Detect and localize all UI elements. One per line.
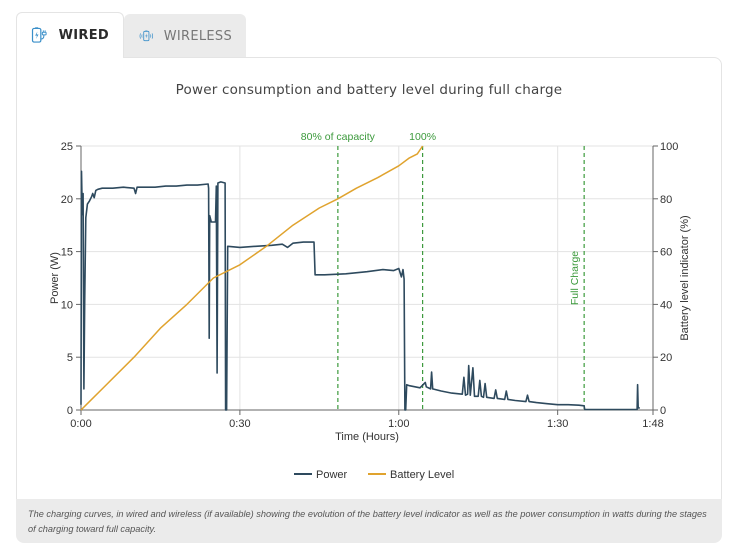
y-right-tick-label: 80 xyxy=(660,194,672,206)
y-left-tick-label: 5 xyxy=(67,352,73,364)
y-right-tick-label: 40 xyxy=(660,299,672,311)
x-tick-label: 1:30 xyxy=(547,418,568,430)
tab-wireless-label: WIRELESS xyxy=(163,28,232,44)
x-tick-label: 0:00 xyxy=(70,418,91,430)
y-right-tick-label: 0 xyxy=(660,405,666,417)
y-left-tick-label: 25 xyxy=(61,141,73,153)
y-left-tick-label: 0 xyxy=(67,405,73,417)
x-axis-label: Time (Hours) xyxy=(335,431,399,443)
y-left-tick-label: 15 xyxy=(61,247,73,259)
y-right-axis-label: Battery level indicator (%) xyxy=(679,215,691,340)
annotation-label: Full Charge xyxy=(569,251,581,305)
tab-bar: WIRED WIRELESS xyxy=(16,12,246,58)
x-tick-label: 0:30 xyxy=(229,418,250,430)
battery-level-line xyxy=(80,145,424,411)
annotation-label: 100% xyxy=(409,131,436,143)
x-tick-label: 1:48 xyxy=(642,418,663,430)
chart-svg: 0 5 10 15 20 25 0 20 40 60 80 100 0:00 0:30 1:00 1:30 1:… xyxy=(49,131,691,481)
legend-item-power-label: Power xyxy=(316,469,348,481)
y-left-axis-label: Power (W) xyxy=(49,252,61,304)
y-left-tick-label: 10 xyxy=(61,299,73,311)
y-right-tick-label: 100 xyxy=(660,141,678,153)
battery-plug-icon xyxy=(31,26,47,43)
chart-panel xyxy=(16,57,722,541)
y-right-tick-label: 60 xyxy=(660,247,672,259)
chart-title: Power consumption and battery level duri… xyxy=(175,82,563,98)
annotation-label: 80% of capacity xyxy=(301,131,376,143)
y-right-tick-label: 20 xyxy=(660,352,672,364)
x-tick-label: 1:00 xyxy=(388,418,409,430)
wireless-battery-icon xyxy=(139,30,154,42)
tab-wired[interactable]: WIRED xyxy=(16,12,124,58)
chart-caption: The charging curves, in wired and wirele… xyxy=(16,499,722,543)
legend-item-battery-label: Battery Level xyxy=(390,469,454,481)
y-left-tick-label: 20 xyxy=(61,194,73,206)
power-line xyxy=(80,170,640,411)
tab-wireless[interactable]: WIRELESS xyxy=(124,14,246,58)
tab-wired-label: WIRED xyxy=(58,28,109,43)
